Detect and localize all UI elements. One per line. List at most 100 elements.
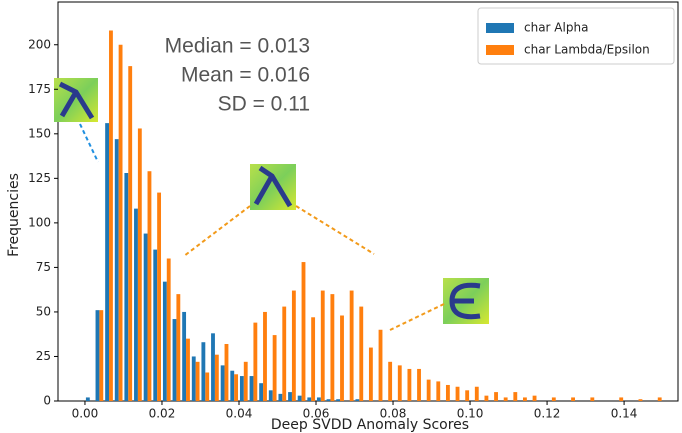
bar [192,356,196,401]
bar [173,319,177,401]
bar [330,294,334,401]
y-tick-label: 175 [28,82,51,96]
bar [134,209,138,401]
bar [436,381,440,401]
bar [225,344,229,401]
bar [379,330,383,401]
bar [388,362,392,401]
bar [124,173,128,401]
y-tick-label: 0 [43,394,51,408]
bar [215,355,219,401]
bar [317,397,321,401]
bar [475,387,479,401]
bar [446,385,450,401]
x-tick-label: 0.00 [72,407,99,421]
bar [513,392,517,401]
bar [259,383,263,401]
bar [336,399,340,401]
bar [355,399,359,401]
y-tick-label: 50 [36,304,51,318]
bar [369,348,373,401]
y-tick-label: 150 [28,126,51,140]
bar [138,128,142,401]
x-tick-label: 0.14 [611,407,638,421]
y-tick-label: 100 [28,215,51,229]
bar [153,250,157,401]
bar [278,394,282,401]
bar [533,396,537,401]
bar [221,365,225,401]
bar [407,369,411,401]
bar [398,365,402,401]
bar [321,291,325,401]
bar [99,310,103,401]
bar [148,171,152,401]
x-tick-label: 0.02 [149,407,176,421]
bar [427,380,431,401]
bar [253,323,257,401]
legend-label: char Lambda/Epsilon [524,43,650,57]
bar [250,376,254,401]
bar [292,291,296,401]
annotation: Median = 0.013 [165,35,310,58]
x-tick-label: 0.06 [303,407,330,421]
bar [167,259,171,402]
bar [196,362,200,401]
legend-swatch [486,23,514,33]
x-tick-label: 0.04 [226,407,253,421]
bar [571,397,575,401]
y-axis-label: Frequencies [6,173,22,257]
bar [163,282,167,401]
bar [619,397,623,401]
bar [465,390,469,401]
bar [288,392,292,401]
bar [240,376,244,401]
y-tick-label: 125 [28,171,51,185]
bar [273,335,277,401]
bar [523,397,527,401]
chart: Median = 0.013 Mean = 0.016 SD = 0.11 De… [0,0,682,433]
bar [359,307,363,401]
bar [456,387,460,401]
bar [105,123,109,401]
bar [417,369,421,401]
bar [311,317,315,401]
bar [269,390,273,401]
bar [298,396,302,401]
x-tick-label: 0.12 [534,407,561,421]
bar [244,362,248,401]
bar [211,333,215,401]
bar [302,262,306,401]
bar [186,339,190,401]
bar [639,399,643,401]
bar [157,193,161,401]
annotation: SD = 0.11 [218,93,310,116]
bar [201,342,205,401]
bar [494,392,498,401]
bar [182,312,186,401]
bar [484,396,488,401]
bar [282,307,286,401]
annotation: Mean = 0.016 [181,64,310,87]
bar [109,31,113,402]
y-tick-label: 200 [28,37,51,51]
bar [234,374,238,401]
bar [205,373,209,402]
bar [119,45,123,401]
bar [263,312,267,401]
x-tick-label: 0.08 [380,407,407,421]
bar [230,371,234,401]
bar [340,316,344,402]
bar [350,291,354,401]
bar [115,139,119,401]
y-tick-label: 25 [36,349,51,363]
bar [96,310,100,401]
bar [327,399,331,401]
x-tick-label: 0.10 [457,407,484,421]
legend-label: char Alpha [524,21,588,35]
bar [307,397,311,401]
bar [86,397,90,401]
legend: char Alpha char Lambda/Epsilon [478,8,674,64]
bar [128,66,132,401]
y-tick-label: 75 [36,260,51,274]
